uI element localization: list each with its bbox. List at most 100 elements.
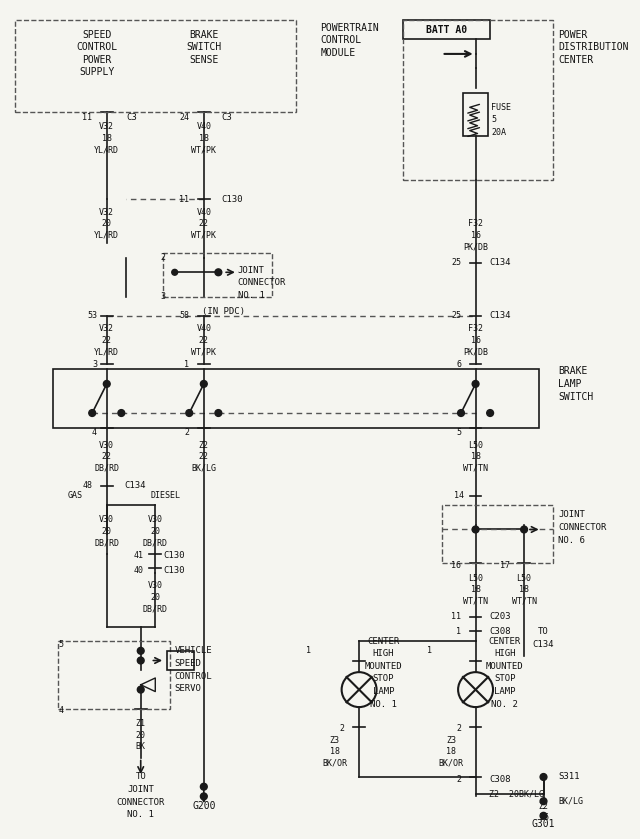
Text: 5: 5 <box>58 640 63 649</box>
Text: 22: 22 <box>102 336 112 345</box>
Text: G200: G200 <box>192 801 216 811</box>
Text: F32: F32 <box>468 324 483 333</box>
Text: WT/PK: WT/PK <box>191 347 216 357</box>
Text: DB/RD: DB/RD <box>94 539 119 548</box>
Text: 11: 11 <box>179 195 189 204</box>
Bar <box>442 505 553 564</box>
Text: L50: L50 <box>516 574 532 582</box>
Text: 4: 4 <box>58 706 63 716</box>
Text: CONTROL: CONTROL <box>77 42 118 52</box>
Text: 58: 58 <box>179 311 189 320</box>
Text: V30: V30 <box>148 581 163 591</box>
Text: 18: 18 <box>199 134 209 143</box>
Text: BK/OR: BK/OR <box>439 759 464 768</box>
Text: L50: L50 <box>468 574 483 582</box>
Text: BRAKE: BRAKE <box>558 367 588 376</box>
Text: 16: 16 <box>470 336 481 345</box>
Text: TO: TO <box>135 773 146 781</box>
Circle shape <box>172 269 178 275</box>
Text: JOINT: JOINT <box>558 510 585 519</box>
Bar <box>403 20 553 180</box>
Circle shape <box>540 798 547 805</box>
Circle shape <box>89 409 95 416</box>
Circle shape <box>487 409 493 416</box>
Circle shape <box>200 793 207 800</box>
Circle shape <box>138 686 144 693</box>
Circle shape <box>540 774 547 780</box>
Text: 2: 2 <box>456 775 461 784</box>
Text: YL/RD: YL/RD <box>94 347 119 357</box>
Text: C130: C130 <box>163 565 184 575</box>
Circle shape <box>104 381 110 388</box>
Text: C130: C130 <box>163 551 184 560</box>
Text: 20: 20 <box>102 527 112 536</box>
Text: 4: 4 <box>92 428 97 437</box>
Text: 5: 5 <box>456 428 461 437</box>
Text: V40: V40 <box>196 122 211 131</box>
Text: DB/RD: DB/RD <box>143 539 168 548</box>
Text: NO. 6: NO. 6 <box>558 535 585 545</box>
Text: 22: 22 <box>199 219 209 228</box>
Text: 3: 3 <box>92 360 97 369</box>
Text: 22: 22 <box>199 336 209 345</box>
Text: Z3: Z3 <box>330 736 340 744</box>
Text: Z1: Z1 <box>136 719 146 728</box>
Text: C134: C134 <box>124 482 146 490</box>
Circle shape <box>472 381 479 388</box>
Text: SPEED: SPEED <box>175 659 202 668</box>
Text: SWITCH: SWITCH <box>558 392 593 402</box>
Text: CONNECTOR: CONNECTOR <box>116 798 165 807</box>
Text: V32: V32 <box>99 122 115 131</box>
Text: Z3: Z3 <box>446 736 456 744</box>
Text: (IN PDC): (IN PDC) <box>202 306 244 315</box>
Text: CONTROL: CONTROL <box>320 35 362 45</box>
Text: 18: 18 <box>519 585 529 594</box>
Text: 2: 2 <box>456 724 461 733</box>
Text: NO. 1: NO. 1 <box>238 291 265 300</box>
Text: 18: 18 <box>102 134 112 143</box>
Text: V40: V40 <box>196 207 211 216</box>
Text: LAMP: LAMP <box>372 687 394 696</box>
Text: 1: 1 <box>305 646 310 655</box>
Circle shape <box>186 409 193 416</box>
Bar <box>58 641 170 709</box>
Text: NO. 1: NO. 1 <box>127 810 154 820</box>
Text: CONNECTOR: CONNECTOR <box>558 523 607 532</box>
Text: C308: C308 <box>489 627 511 636</box>
Text: LAMP: LAMP <box>494 687 515 696</box>
Text: 16: 16 <box>451 561 461 570</box>
Text: SWITCH: SWITCH <box>186 42 221 52</box>
Text: 14: 14 <box>454 491 464 500</box>
Text: F32: F32 <box>468 219 483 228</box>
Text: DIESEL: DIESEL <box>150 491 180 500</box>
Text: YL/RD: YL/RD <box>94 231 119 240</box>
Text: PK/DB: PK/DB <box>463 347 488 357</box>
Text: 20: 20 <box>102 219 112 228</box>
Text: S311: S311 <box>558 773 580 781</box>
Text: V30: V30 <box>99 515 115 524</box>
Text: WT/PK: WT/PK <box>191 231 216 240</box>
Circle shape <box>458 409 465 416</box>
Text: 41: 41 <box>134 551 143 560</box>
Text: 40: 40 <box>134 565 143 575</box>
Circle shape <box>472 526 479 533</box>
Text: V30: V30 <box>99 440 115 450</box>
Bar <box>15 20 296 112</box>
Text: CENTER: CENTER <box>558 55 593 65</box>
Circle shape <box>215 268 222 276</box>
Text: V32: V32 <box>99 207 115 216</box>
Text: 48: 48 <box>82 482 92 490</box>
Text: WT/TN: WT/TN <box>463 597 488 606</box>
Text: 1: 1 <box>456 627 461 636</box>
Bar <box>163 253 272 296</box>
Text: WT/PK: WT/PK <box>191 145 216 154</box>
Text: BK/LG: BK/LG <box>558 797 583 805</box>
Text: 53: 53 <box>87 311 97 320</box>
Text: C3: C3 <box>126 112 137 122</box>
Text: MOUNTED: MOUNTED <box>486 662 524 671</box>
Circle shape <box>118 409 125 416</box>
Text: JOINT: JOINT <box>238 266 265 275</box>
Text: 22: 22 <box>199 452 209 461</box>
Text: NO. 2: NO. 2 <box>492 700 518 709</box>
Text: C3: C3 <box>221 112 232 122</box>
